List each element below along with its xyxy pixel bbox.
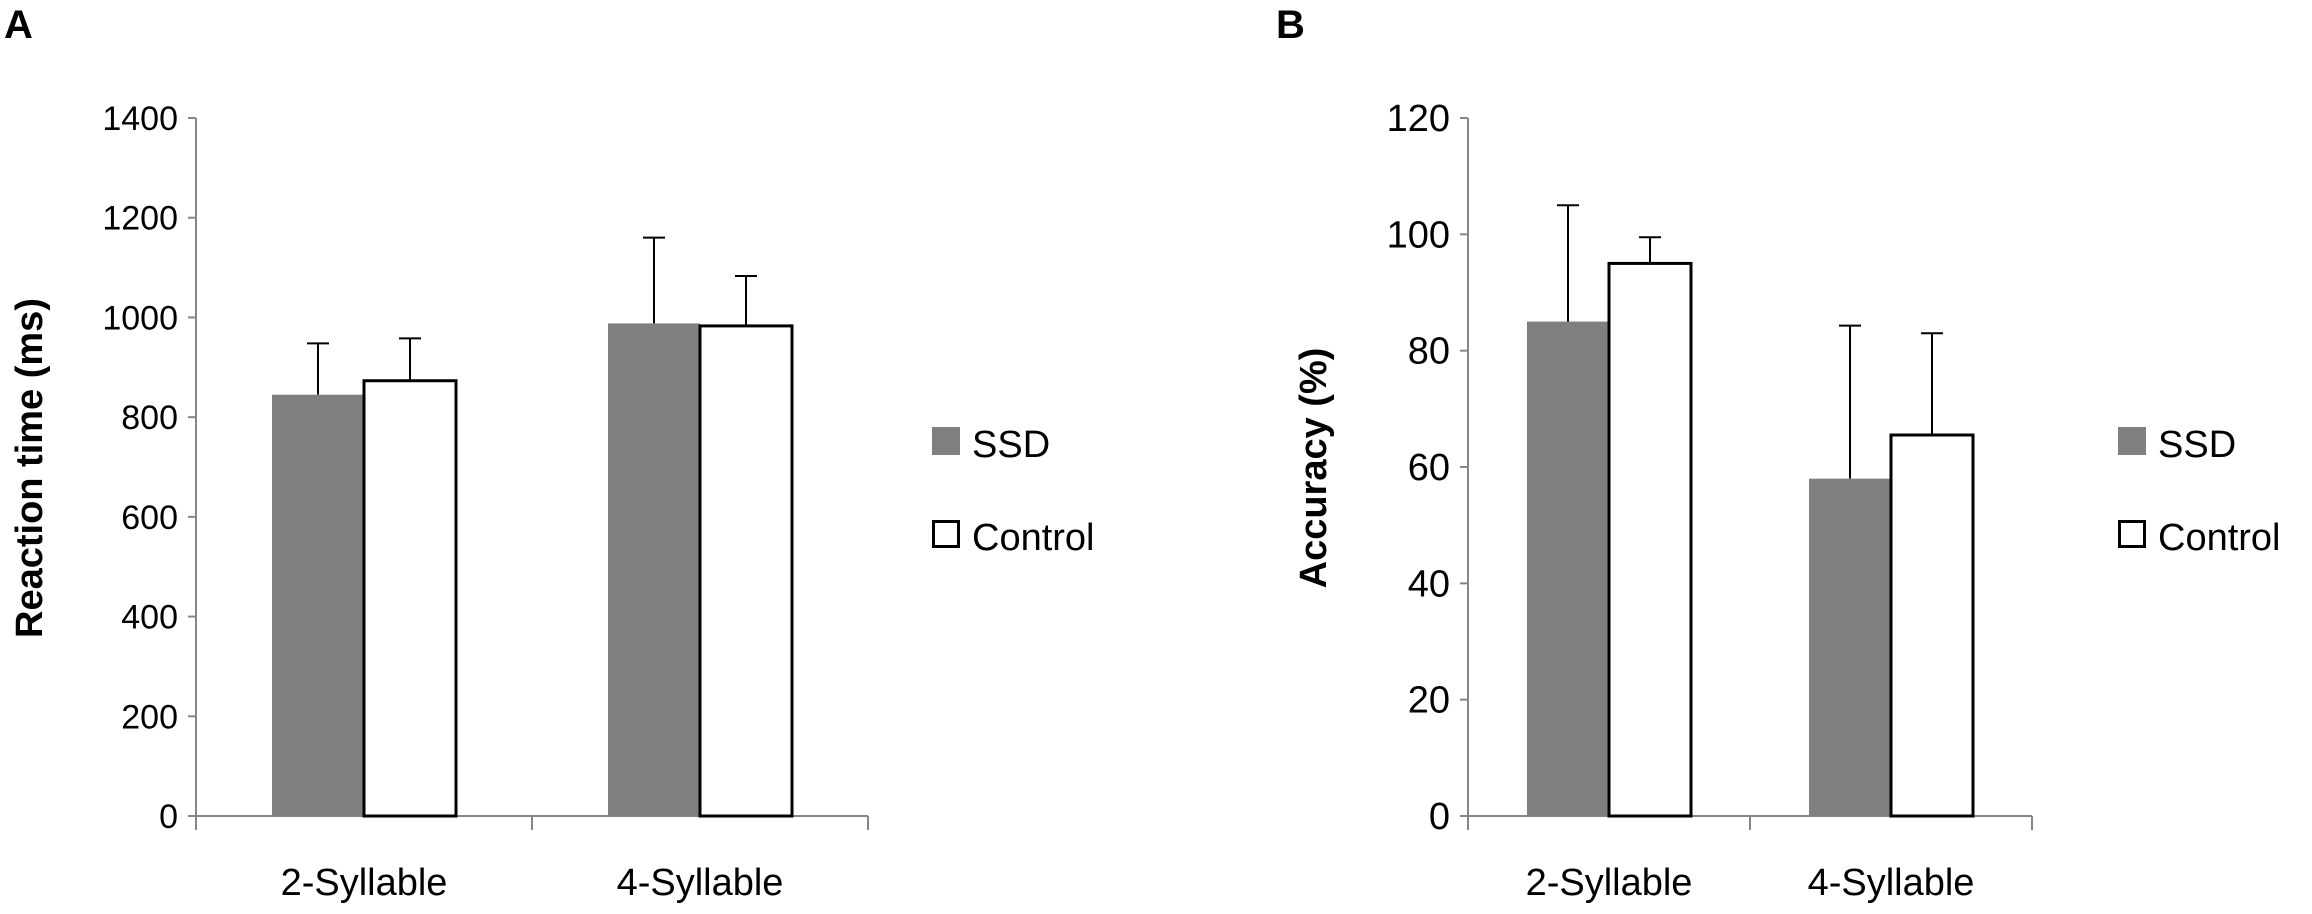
legend-control-label: Control — [972, 517, 1095, 559]
legend-control-swatch — [932, 520, 960, 548]
panel-a-categories: 2-Syllable 4-Syllable — [281, 862, 784, 904]
panel-b-y-tick: 0 — [1429, 796, 1450, 838]
panel-a-y-tick: 1400 — [102, 100, 178, 138]
panel-b-letter: B — [1276, 3, 1305, 47]
panel-b-legend: SSD Control — [2118, 424, 2281, 559]
panel-b-y-tick: 20 — [1408, 680, 1450, 722]
panel-b-categories: 2-Syllable 4-Syllable — [1526, 862, 1975, 904]
legend-ssd-swatch — [2118, 427, 2146, 455]
ssd-bar — [272, 394, 364, 816]
panel-a-category-label: 2-Syllable — [281, 862, 448, 904]
panel-b-bars — [1527, 204, 1975, 818]
ssd-bar — [608, 323, 700, 816]
panel-a-y-tick: 1000 — [102, 299, 178, 337]
control-bar — [1889, 433, 1975, 818]
panel-a-y-tick: 1200 — [102, 200, 178, 238]
panel-b-y-tick: 100 — [1387, 214, 1450, 256]
panel-b-category-label: 2-Syllable — [1526, 862, 1693, 904]
panel-b-y-tick: 80 — [1408, 331, 1450, 373]
control-bar — [1607, 261, 1693, 818]
panel-b-y-tick: 120 — [1387, 98, 1450, 140]
legend-control-swatch — [2118, 520, 2146, 548]
panel-a-y-axis-label: Reaction time (ms) — [9, 298, 51, 638]
legend-ssd-swatch — [932, 427, 960, 455]
panel-a-letter: A — [4, 3, 33, 47]
panel-a-category-label: 4-Syllable — [617, 862, 784, 904]
panel-a-y-ticks: 0 200 400 600 800 1000 1200 1400 — [102, 100, 178, 836]
panel-a-y-tick: 0 — [159, 798, 178, 836]
legend-ssd-label: SSD — [972, 424, 1050, 466]
panel-b-y-tick: 60 — [1408, 447, 1450, 489]
ssd-bar — [1527, 321, 1609, 816]
panel-a-y-tick: 800 — [121, 399, 178, 437]
panel-b: B Accuracy (%) 0 20 40 60 80 100 120 2-S… — [1276, 3, 2281, 904]
ssd-bar — [1809, 478, 1891, 816]
panel-b-y-tick: 40 — [1408, 563, 1450, 605]
panel-a-legend: SSD Control — [932, 424, 1095, 559]
control-bar — [698, 324, 794, 818]
legend-control-label: Control — [2158, 517, 2281, 559]
panel-b-y-axis-label: Accuracy (%) — [1293, 348, 1335, 589]
panel-b-y-ticks: 0 20 40 60 80 100 120 — [1387, 98, 1450, 838]
panel-a-y-tick: 200 — [121, 698, 178, 736]
panel-a-bars — [272, 236, 794, 818]
legend-ssd-label: SSD — [2158, 424, 2236, 466]
panel-a-y-tick: 600 — [121, 499, 178, 537]
control-bar — [362, 379, 458, 818]
panel-a: A Reaction time (ms) 0 200 400 600 800 1… — [4, 3, 1095, 904]
panel-a-y-tick: 400 — [121, 599, 178, 637]
panel-b-category-label: 4-Syllable — [1808, 862, 1975, 904]
